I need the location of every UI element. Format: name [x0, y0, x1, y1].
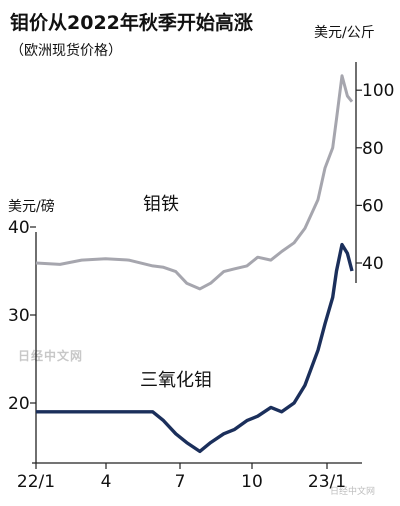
series-label-ferro-molybdenum: 钼铁 — [143, 194, 179, 215]
left-tick-label: 20 — [8, 394, 30, 414]
x-tick-label: 23/1 — [308, 472, 346, 492]
series-line-ferro-molybdenum — [35, 74, 354, 291]
watermark-text: 日经中文网 — [18, 349, 84, 363]
left-axis-unit: 美元/磅 — [8, 199, 55, 215]
series-line-molybdenum-trioxide — [36, 242, 354, 454]
series-label-molybdenum-trioxide: 三氧化钼 — [140, 370, 212, 391]
right-tick-label: 40 — [362, 254, 384, 274]
x-tick-label: 22/1 — [17, 472, 55, 492]
watermark-corner: 日经中文网 — [330, 487, 376, 497]
right-tick-label: 100 — [362, 81, 394, 101]
left-tick-label: 30 — [8, 306, 30, 326]
chart-title: 钼价从2022年秋季开始高涨 — [10, 12, 253, 34]
chart-subtitle: （欧洲现货价格） — [10, 43, 122, 59]
x-tick-label: 10 — [241, 472, 263, 492]
left-tick-label: 40 — [8, 218, 30, 238]
x-tick-label: 4 — [101, 472, 112, 492]
right-axis-unit: 美元/公斤 — [314, 25, 375, 41]
x-tick-label: 7 — [175, 472, 186, 492]
right-tick-label: 80 — [362, 139, 384, 159]
right-tick-label: 60 — [362, 196, 384, 216]
